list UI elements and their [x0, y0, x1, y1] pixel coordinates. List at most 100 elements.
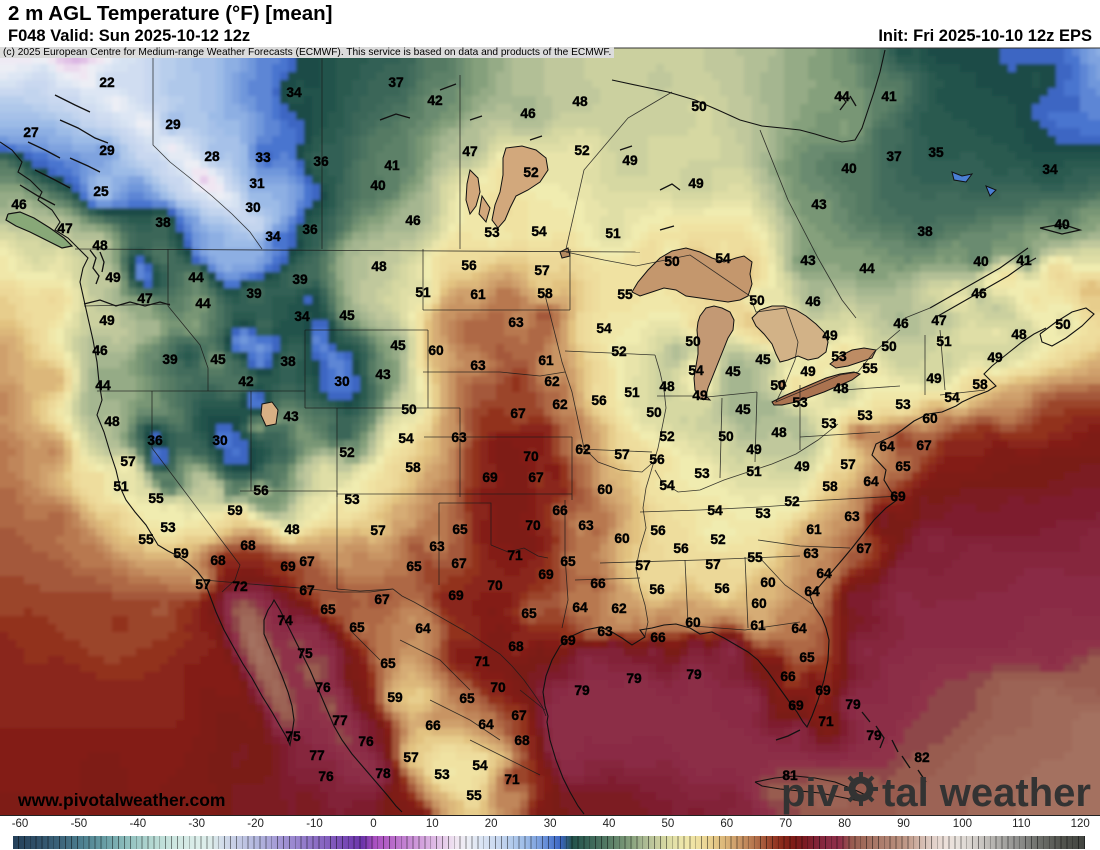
- svg-text:47: 47: [462, 144, 478, 159]
- svg-text:50: 50: [664, 254, 680, 269]
- svg-text:36: 36: [147, 433, 163, 448]
- svg-text:35: 35: [928, 145, 944, 160]
- svg-text:44: 44: [188, 270, 204, 285]
- svg-text:54: 54: [688, 363, 704, 378]
- svg-text:53: 53: [857, 408, 873, 423]
- svg-text:64: 64: [415, 621, 431, 636]
- svg-text:67: 67: [528, 470, 544, 485]
- svg-text:58: 58: [822, 479, 838, 494]
- svg-text:51: 51: [415, 285, 431, 300]
- svg-text:51: 51: [113, 479, 129, 494]
- svg-text:60: 60: [922, 411, 938, 426]
- svg-text:79: 79: [845, 697, 861, 712]
- svg-text:63: 63: [470, 358, 486, 373]
- svg-text:46: 46: [520, 106, 536, 121]
- svg-text:71: 71: [474, 654, 490, 669]
- svg-text:50: 50: [749, 293, 765, 308]
- svg-text:49: 49: [105, 270, 121, 285]
- svg-text:65: 65: [799, 650, 815, 665]
- svg-text:48: 48: [572, 94, 588, 109]
- svg-text:41: 41: [881, 89, 897, 104]
- svg-text:60: 60: [760, 575, 776, 590]
- svg-text:53: 53: [895, 397, 911, 412]
- svg-text:44: 44: [859, 261, 875, 276]
- svg-text:50: 50: [401, 402, 417, 417]
- svg-text:48: 48: [659, 379, 675, 394]
- svg-text:60: 60: [597, 482, 613, 497]
- svg-text:36: 36: [302, 222, 318, 237]
- svg-text:39: 39: [292, 272, 308, 287]
- svg-text:51: 51: [624, 385, 640, 400]
- svg-text:56: 56: [649, 452, 665, 467]
- svg-text:33: 33: [255, 150, 271, 165]
- svg-text:56: 56: [461, 258, 477, 273]
- svg-text:53: 53: [792, 395, 808, 410]
- svg-text:69: 69: [815, 683, 831, 698]
- svg-text:46: 46: [405, 213, 421, 228]
- svg-text:55: 55: [148, 491, 164, 506]
- svg-text:43: 43: [811, 197, 827, 212]
- svg-text:63: 63: [597, 624, 613, 639]
- svg-text:44: 44: [95, 378, 111, 393]
- svg-text:53: 53: [160, 520, 176, 535]
- svg-text:tal weather: tal weather: [882, 771, 1091, 815]
- svg-text:66: 66: [780, 669, 796, 684]
- svg-text:77: 77: [309, 748, 325, 763]
- svg-text:57: 57: [370, 523, 386, 538]
- svg-text:56: 56: [673, 541, 689, 556]
- svg-text:60: 60: [614, 531, 630, 546]
- svg-text:65: 65: [560, 554, 576, 569]
- svg-text:65: 65: [521, 606, 537, 621]
- svg-text:52: 52: [611, 344, 627, 359]
- svg-text:66: 66: [425, 718, 441, 733]
- svg-text:49: 49: [987, 350, 1003, 365]
- svg-text:64: 64: [804, 584, 820, 599]
- svg-text:58: 58: [537, 286, 553, 301]
- svg-text:40: 40: [1054, 217, 1070, 232]
- svg-text:53: 53: [821, 416, 837, 431]
- svg-text:40: 40: [973, 254, 989, 269]
- svg-text:34: 34: [265, 229, 281, 244]
- svg-text:57: 57: [840, 457, 856, 472]
- svg-text:47: 47: [57, 221, 73, 236]
- svg-text:57: 57: [534, 263, 550, 278]
- svg-text:59: 59: [387, 690, 403, 705]
- svg-text:61: 61: [470, 287, 486, 302]
- svg-text:61: 61: [538, 353, 554, 368]
- svg-text:38: 38: [280, 354, 296, 369]
- svg-text:79: 79: [686, 667, 702, 682]
- svg-text:45: 45: [735, 402, 751, 417]
- svg-text:piv: piv: [781, 771, 840, 815]
- svg-text:77: 77: [332, 713, 348, 728]
- svg-text:64: 64: [791, 621, 807, 636]
- svg-text:70: 70: [487, 578, 503, 593]
- svg-text:42: 42: [427, 93, 443, 108]
- svg-text:52: 52: [659, 429, 675, 444]
- svg-text:79: 79: [626, 671, 642, 686]
- svg-text:46: 46: [11, 197, 27, 212]
- svg-text:51: 51: [605, 226, 621, 241]
- svg-text:49: 49: [99, 313, 115, 328]
- svg-text:65: 65: [895, 459, 911, 474]
- svg-text:79: 79: [574, 683, 590, 698]
- svg-text:54: 54: [531, 224, 547, 239]
- svg-text:55: 55: [617, 287, 633, 302]
- svg-text:52: 52: [339, 445, 355, 460]
- svg-text:30: 30: [245, 200, 261, 215]
- svg-text:54: 54: [398, 431, 414, 446]
- svg-text:53: 53: [484, 225, 500, 240]
- svg-text:50: 50: [770, 378, 786, 393]
- svg-text:66: 66: [590, 576, 606, 591]
- svg-text:76: 76: [315, 680, 331, 695]
- svg-text:40: 40: [841, 161, 857, 176]
- svg-text:50: 50: [881, 339, 897, 354]
- svg-text:50: 50: [691, 99, 707, 114]
- svg-text:69: 69: [560, 633, 576, 648]
- svg-text:34: 34: [286, 85, 302, 100]
- svg-text:25: 25: [93, 184, 109, 199]
- svg-text:50: 50: [685, 334, 701, 349]
- svg-text:47: 47: [137, 291, 153, 306]
- svg-text:48: 48: [1011, 327, 1027, 342]
- svg-text:48: 48: [371, 259, 387, 274]
- svg-text:63: 63: [803, 546, 819, 561]
